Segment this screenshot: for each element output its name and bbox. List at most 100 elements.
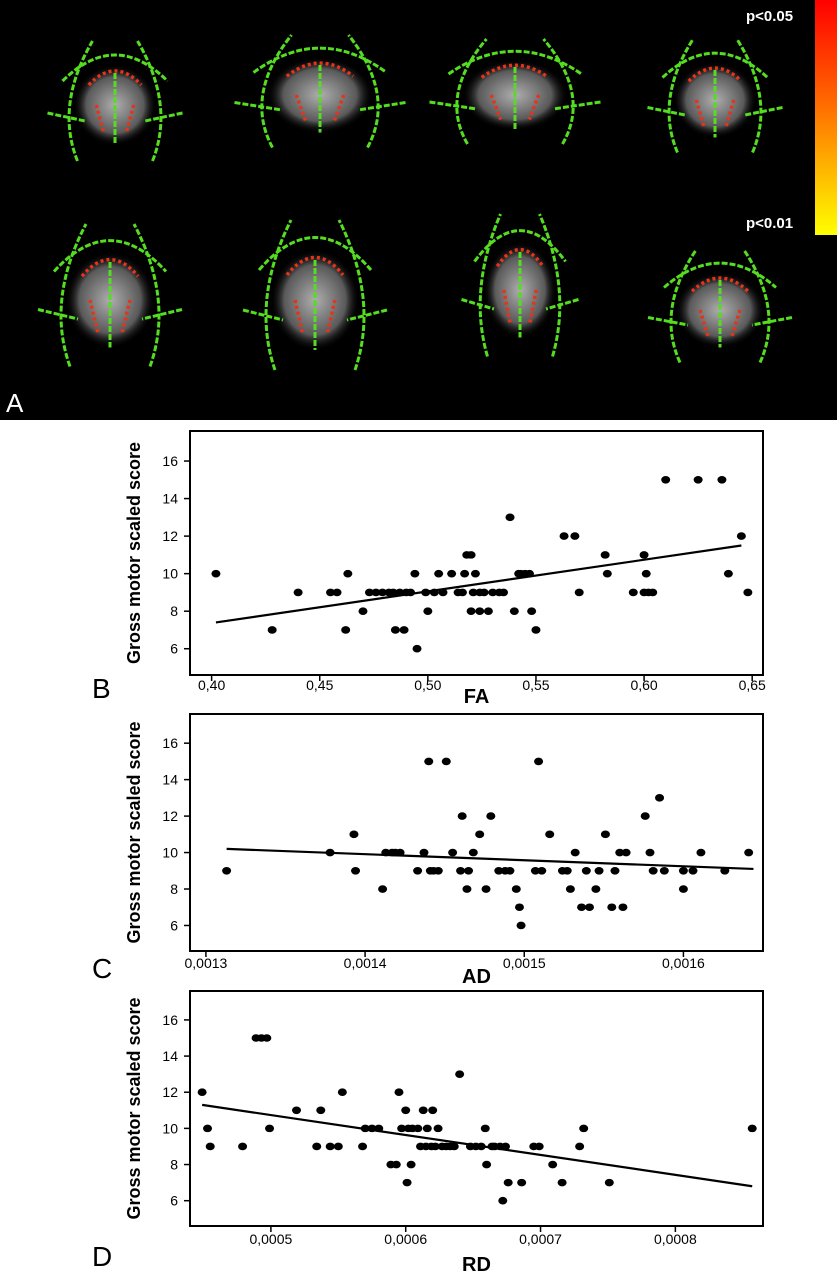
- y-tick-label: 8: [170, 603, 178, 619]
- data-point: [390, 626, 400, 634]
- data-point: [205, 1142, 215, 1151]
- data-point: [527, 607, 537, 615]
- y-tick-label: 14: [162, 1048, 178, 1064]
- y-tick-label: 12: [162, 528, 178, 544]
- y-tick-label: 6: [170, 1193, 178, 1209]
- y-tick-label: 10: [162, 845, 178, 861]
- data-point: [475, 607, 485, 615]
- data-point: [430, 1142, 440, 1151]
- data-point: [325, 1142, 335, 1151]
- data-point: [488, 588, 498, 597]
- data-point: [483, 607, 493, 615]
- x-tick-label: 0,0007: [519, 1231, 562, 1247]
- data-point: [367, 1124, 377, 1133]
- data-point: [743, 588, 753, 597]
- data-point: [449, 1142, 459, 1151]
- data-point: [747, 1124, 757, 1133]
- data-point: [374, 1124, 384, 1133]
- y-tick-label: 10: [162, 1120, 178, 1136]
- data-point: [457, 812, 467, 820]
- y-tick-label: 8: [170, 881, 178, 897]
- x-axis-label: AD: [462, 966, 491, 986]
- data-point: [349, 830, 359, 839]
- data-point: [371, 588, 381, 597]
- data-point: [641, 569, 651, 578]
- brain-slice: [461, 213, 579, 357]
- x-tick-label: 0,60: [630, 677, 657, 693]
- y-tick-label: 10: [162, 566, 178, 582]
- data-point: [505, 866, 515, 875]
- brain-slices-image: [37, 34, 793, 371]
- data-point: [486, 812, 496, 820]
- data-point: [238, 1142, 248, 1151]
- y-tick-label: 14: [162, 491, 178, 507]
- data-point: [399, 626, 409, 634]
- data-point: [604, 1178, 614, 1187]
- data-point: [559, 532, 569, 540]
- y-axis-label: Gross motor scaled score: [124, 442, 144, 664]
- data-point: [391, 1160, 401, 1169]
- data-point: [476, 1142, 486, 1151]
- data-point: [615, 848, 625, 857]
- data-point: [600, 830, 610, 839]
- colorbar-bottom-label: p<0.01: [746, 215, 794, 232]
- data-point: [481, 885, 491, 893]
- data-point: [360, 1124, 370, 1133]
- data-point: [441, 757, 451, 766]
- data-point: [570, 848, 580, 857]
- data-point: [574, 588, 584, 597]
- colorbar-top-label: p<0.05: [746, 8, 794, 25]
- data-point: [364, 588, 374, 597]
- data-point: [678, 885, 688, 893]
- data-point: [378, 885, 388, 893]
- data-point: [333, 1142, 343, 1151]
- y-tick-label: 12: [162, 808, 178, 824]
- data-point: [402, 1178, 412, 1187]
- data-point: [639, 551, 649, 559]
- x-axis-label: RD: [462, 1254, 491, 1276]
- data-point: [581, 866, 591, 875]
- data-point: [688, 866, 698, 875]
- brain-slice: [647, 249, 793, 364]
- data-point: [433, 1124, 443, 1133]
- panel-label-b: B: [92, 673, 111, 704]
- data-point: [562, 866, 572, 875]
- y-tick-label: 16: [162, 453, 178, 469]
- data-point: [577, 903, 587, 912]
- data-point: [406, 1160, 416, 1169]
- data-point: [293, 588, 303, 597]
- y-tick-label: 14: [162, 772, 178, 788]
- data-point: [509, 607, 519, 615]
- brain-slice: [429, 38, 601, 145]
- data-point: [412, 644, 422, 653]
- y-axis-label: Gross motor scaled score: [124, 721, 144, 943]
- brain-slice: [37, 223, 183, 368]
- x-tick-label: 0,0006: [384, 1231, 427, 1247]
- regression-line: [215, 544, 742, 624]
- data-point: [494, 866, 504, 875]
- data-point: [503, 1178, 513, 1187]
- data-point: [211, 569, 221, 578]
- data-point: [659, 866, 669, 875]
- data-point: [456, 866, 466, 875]
- x-tick-label: 0,0013: [185, 955, 228, 971]
- data-point: [655, 794, 665, 802]
- data-point: [591, 885, 601, 893]
- data-point: [468, 588, 478, 597]
- data-point: [316, 1106, 326, 1115]
- data-point: [267, 626, 277, 634]
- data-point: [736, 532, 746, 540]
- y-tick-label: 8: [170, 1157, 178, 1173]
- data-point: [500, 1142, 510, 1151]
- data-point: [424, 757, 434, 766]
- data-point: [457, 588, 467, 597]
- data-point: [413, 1124, 423, 1133]
- x-tick-label: 0,0016: [662, 955, 705, 971]
- data-point: [448, 848, 458, 857]
- data-point: [545, 830, 555, 839]
- data-point: [447, 569, 457, 578]
- brain-slice: [647, 39, 783, 154]
- data-point: [419, 848, 429, 857]
- data-point: [262, 1034, 272, 1042]
- data-point: [203, 1124, 213, 1133]
